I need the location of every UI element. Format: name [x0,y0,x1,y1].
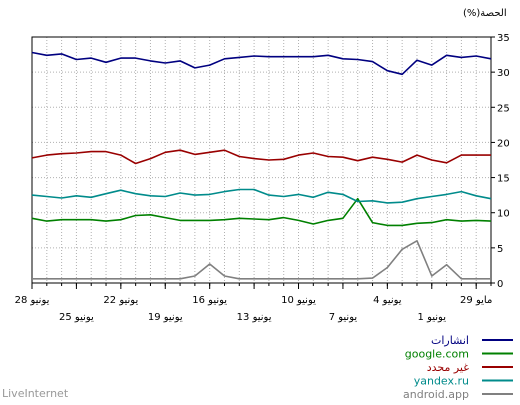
y-tick-label: 25 [497,103,510,114]
x-tick-label: 22 يونيو [103,295,138,306]
y-tick-label: 35 [497,33,510,44]
x-tick-label: 4 يونيو [373,295,402,306]
y-tick-label: 20 [497,138,510,149]
x-tick-label: 28 يونيو [15,295,50,306]
series-line [31,197,492,227]
x-tick-label: 1 يونيو [418,312,447,323]
x-tick-label: 19 يونيو [148,312,183,323]
plot-frame [31,36,492,284]
y-tick-label: 0 [497,279,503,290]
legend-label: android.app [403,388,469,401]
legend-label: غير محدد [427,361,470,374]
series-line [32,240,491,280]
footer-brand: LiveInternet [2,387,69,400]
series-line [31,51,492,76]
y-axis: 0 5 10 15 20 25 30 35 [491,33,510,290]
y-tick-label: 15 [497,174,510,185]
y-tick-label: 5 [497,244,503,255]
legend-label: yandex.ru [414,375,469,388]
x-tick-label: 29 مايو [460,295,492,306]
x-tick-label: 7 يونيو [329,312,358,323]
x-tick-label: 13 يونيو [237,312,272,323]
x-tick-label: 10 يونيو [281,295,316,306]
x-tick-label: 16 يونيو [192,295,227,306]
series-line [31,149,491,165]
x-tick-label: 25 يونيو [59,312,94,323]
x-axis: 28 يونيو 22 يونيو 16 يونيو 10 يونيو 4 يونيو 2… [15,283,492,323]
plot-border [31,36,492,284]
series-line [31,188,492,204]
legend-label: انشارات [431,334,469,347]
y-tick-label: 30 [497,68,510,79]
y-axis-title: الحصة(%) [463,8,507,19]
legend-label: google.com [405,348,469,361]
series-layer [31,51,492,280]
y-tick-label: 10 [497,209,510,220]
